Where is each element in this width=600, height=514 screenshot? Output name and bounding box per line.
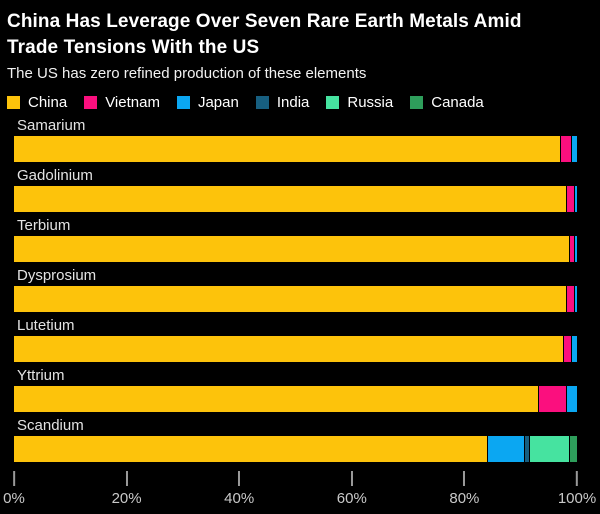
bar-segment-india [523,436,530,462]
x-axis-tick-60: 60% [337,471,367,507]
bar-row-terbium: Terbium [7,217,593,267]
bar-segment-vietnam [568,236,575,262]
bar-row-label: Terbium [17,217,71,234]
bar-track [14,436,577,462]
chart-title: China Has Leverage Over Seven Rare Earth… [7,9,593,61]
chart-title-line-1: China Has Leverage Over Seven Rare Earth… [7,11,522,32]
bar-row-label: Gadolinium [17,167,93,184]
legend-label: Russia [347,93,394,111]
bar-row-label: Dysprosium [17,267,97,284]
bar-segment-japan [574,236,577,262]
bar-segment-japan [571,136,577,162]
bar-segment-japan [565,386,577,412]
bar-row-samarium: Samarium [7,117,593,167]
legend-item-vietnam: Vietnam [84,94,160,111]
bar-segment-russia [529,436,569,462]
stacked-bar-chart: Samarium Gadolinium Terbium Dysprosium Lutet… [7,117,593,467]
bar-row-yttrium: Yttrium [7,367,593,417]
legend-label: Canada [431,93,484,111]
bar-segment-canada [568,436,577,462]
bar-segment-vietnam [537,386,566,412]
bar-segment-china [14,136,561,162]
bar-row-label: Lutetium [17,317,75,334]
bar-track [14,136,577,162]
tick-mark [125,471,128,486]
bar-segment-vietnam [565,186,575,212]
bar-track [14,336,577,362]
bar-row-label: Samarium [17,117,86,134]
legend-item-russia: Russia [326,94,393,111]
bar-track [14,286,577,312]
bar-segment-china [14,286,566,312]
x-axis-tick-100: 100% [558,471,596,507]
bar-row-dysprosium: Dysprosium [7,267,593,317]
chart-subtitle: The US has zero refined production of th… [7,65,367,82]
bar-segment-china [14,386,538,412]
bar-segment-japan [574,286,577,312]
bar-row-label: Scandium [17,417,84,434]
tick-mark [463,471,466,486]
bar-segment-japan [486,436,524,462]
bar-segment-japan [574,186,577,212]
bar-track [14,386,577,412]
tick-mark [576,471,578,486]
bar-segment-japan [571,336,577,362]
x-axis: 0% 20% 40% 60% 80% 100% [3,471,596,511]
x-axis-tick-80: 80% [449,471,479,507]
bar-row-lutetium: Lutetium [7,317,593,367]
legend-item-china: China [7,94,67,111]
legend-swatch-icon [7,95,20,109]
legend-item-japan: Japan [176,93,239,111]
legend-label: Japan [197,93,239,111]
bar-track [14,236,577,262]
legend-item-india: India [255,93,310,111]
bar-segment-vietnam [560,136,572,162]
tick-mark [238,471,241,486]
bar-segment-china [14,436,487,462]
bar-segment-china [14,236,569,262]
bar-row-gadolinium: Gadolinium [7,167,593,217]
legend-label: India [276,93,310,111]
bar-row-scandium: Scandium [7,417,593,467]
legend-swatch-icon [84,95,98,109]
legend-swatch-icon [326,95,340,109]
legend-swatch-icon [410,95,424,109]
bar-track [14,186,577,212]
bar-segment-china [14,186,566,212]
x-axis-tick-40: 40% [224,471,254,507]
bar-segment-vietnam [565,286,575,312]
tick-label: 20% [111,490,142,507]
legend-swatch-icon [176,95,190,109]
tick-mark [13,471,15,486]
legend-swatch-icon [255,95,269,109]
tick-label: 100% [557,490,597,507]
tick-label: 80% [449,490,480,507]
tick-mark [350,471,353,486]
bar-segment-vietnam [562,336,572,362]
legend-item-canada: Canada [410,94,484,111]
x-axis-tick-20: 20% [112,471,142,507]
legend: China Vietnam Japan India Russia Canada [7,93,593,111]
x-axis-tick-0: 0% [3,471,25,507]
bar-segment-china [14,336,563,362]
tick-label: 40% [224,490,255,507]
bar-row-label: Yttrium [17,367,65,384]
tick-label: 0% [3,490,25,507]
legend-label: Vietnam [105,93,160,111]
chart-title-line-2: Trade Tensions With the US [7,37,260,58]
tick-label: 60% [336,490,367,507]
legend-label: China [28,93,68,111]
